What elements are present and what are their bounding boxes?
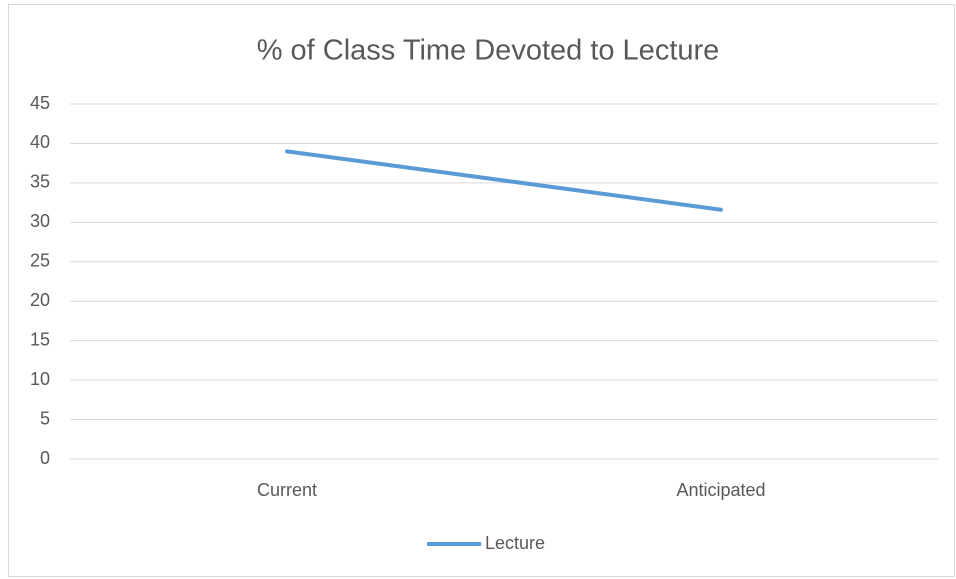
y-tick-label: 30 xyxy=(30,211,50,231)
chart-border xyxy=(8,4,955,577)
y-tick-label: 35 xyxy=(30,172,50,192)
x-tick-label: Anticipated xyxy=(676,480,765,500)
y-tick-label: 10 xyxy=(30,369,50,389)
chart-title: % of Class Time Devoted to Lecture xyxy=(257,35,720,67)
y-tick-label: 0 xyxy=(40,448,50,468)
y-tick-label: 20 xyxy=(30,290,50,310)
x-tick-label: Current xyxy=(257,480,317,500)
y-tick-label: 25 xyxy=(30,251,50,271)
y-tick-label: 5 xyxy=(40,408,50,428)
y-tick-label: 40 xyxy=(30,132,50,152)
y-tick-label: 45 xyxy=(30,93,50,113)
y-tick-label: 15 xyxy=(30,329,50,349)
line-series xyxy=(285,149,723,212)
legend-label: Lecture xyxy=(485,533,545,553)
